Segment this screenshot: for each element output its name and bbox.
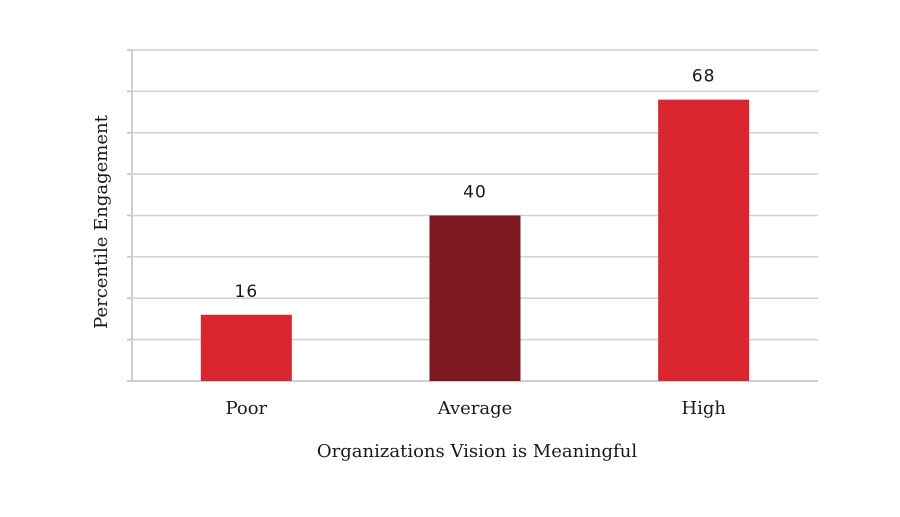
bar-poor xyxy=(200,314,292,381)
bar-high xyxy=(658,99,750,382)
bar-average xyxy=(429,215,521,381)
x-tick-label-high: High xyxy=(681,398,726,419)
y-axis-title: Percentile Engagement xyxy=(91,114,112,328)
x-tick-label-average: Average xyxy=(437,398,513,419)
data-label-poor: 16 xyxy=(235,282,259,302)
x-axis-title: Organizations Vision is Meaningful xyxy=(317,441,637,462)
x-tick-labels: Poor Average High xyxy=(225,398,726,419)
bars xyxy=(200,99,750,382)
data-labels: 16 40 68 xyxy=(235,67,716,302)
data-label-high: 68 xyxy=(692,67,716,87)
x-tick-label-poor: Poor xyxy=(225,398,267,419)
data-label-average: 40 xyxy=(463,183,487,203)
